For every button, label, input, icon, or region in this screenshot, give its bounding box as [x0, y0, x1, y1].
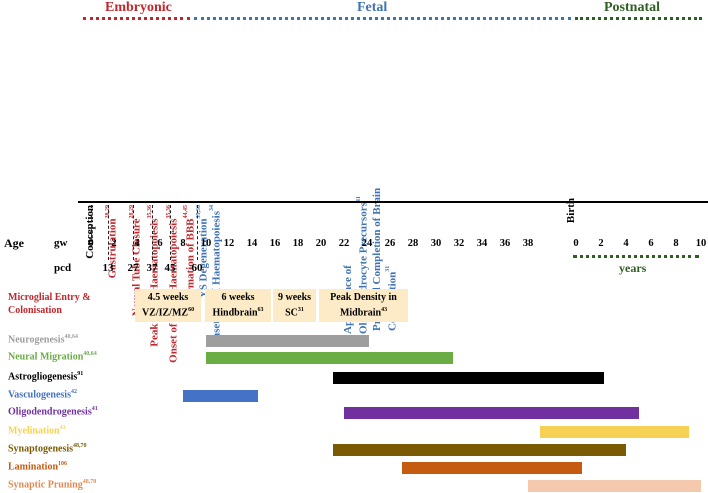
process-label: Neurogenesis40,64 — [8, 334, 78, 346]
year-tick: 8 — [673, 238, 679, 249]
gw-tick: 0 — [88, 238, 94, 249]
guide-peak-ys — [152, 205, 153, 260]
process-bar — [206, 335, 370, 347]
gw-tick: 4 — [134, 238, 140, 249]
process-bar — [332, 372, 604, 384]
guide-liver — [170, 205, 171, 260]
guide-bm — [197, 205, 198, 260]
gw-tick: 10 — [200, 238, 212, 249]
phase-embryonic-label: Embryonic — [105, 0, 172, 15]
guide-conception — [91, 205, 92, 237]
gw-tick: 32 — [453, 238, 465, 249]
microglia-label: Microglial Entry & Colonisation — [8, 292, 91, 316]
gw-tick: 26 — [384, 238, 396, 249]
pcd-value: 13 — [102, 262, 114, 274]
gw-tick: 20 — [315, 238, 327, 249]
gw-tick: 8 — [180, 238, 186, 249]
process-label: Oligodendrogenesis41 — [8, 406, 98, 418]
gw-tick: 6 — [157, 238, 163, 249]
year-tick: 0 — [573, 238, 579, 249]
process-label: Synaptogenesis48,70 — [8, 443, 87, 455]
process-bar — [528, 480, 701, 492]
pcd-value: 45 — [164, 262, 176, 274]
gw-tick: 24 — [361, 238, 373, 249]
process-bar — [344, 407, 639, 419]
microglia-box-sc: 9 weeks SC31 — [273, 289, 316, 322]
event-onset-bm-haematopoiesis: Onset of BM Haematopoiesis34 — [209, 205, 223, 348]
year-tick: 6 — [648, 238, 654, 249]
gw-tick: 36 — [499, 238, 511, 249]
phase-fetal-line — [194, 17, 571, 20]
phase-postnatal-line — [575, 17, 702, 20]
gw-tick: 28 — [407, 238, 419, 249]
pcd-value: 37 — [146, 262, 158, 274]
process-bar — [332, 444, 626, 456]
year-tick: 2 — [598, 238, 604, 249]
gw-tick: 18 — [292, 238, 304, 249]
phase-postnatal-label: Postnatal — [604, 0, 660, 15]
phase-embryonic-line — [83, 17, 190, 20]
gw-tick: 14 — [246, 238, 258, 249]
microglia-box-vz: 4.5 weeks VZ/IZ/MZ60 — [135, 289, 201, 322]
process-label: Astrogliogenesis91 — [8, 371, 84, 383]
process-bar — [539, 426, 689, 438]
pcd-value: 27 — [127, 262, 139, 274]
process-label: Myelination41 — [8, 425, 66, 437]
gw-tick: 38 — [522, 238, 534, 249]
timeline-axis — [78, 201, 708, 203]
gw-tick: 22 — [338, 238, 350, 249]
years-label: years — [619, 261, 647, 275]
gw-tick: 30 — [430, 238, 442, 249]
microglia-box-hindbrain: 6 weeks Hindbrain63 — [205, 289, 271, 322]
phase-fetal-label: Fetal — [357, 0, 388, 15]
microglia-box-midbrain: Peak Density in Midbrain43 — [319, 289, 408, 322]
process-label: Neural Migration40,64 — [8, 351, 97, 363]
years-line — [573, 255, 699, 258]
guide-neural-tube — [133, 205, 134, 260]
gw-tick: 16 — [269, 238, 281, 249]
year-tick: 4 — [623, 238, 629, 249]
gw-label: gw — [54, 237, 68, 249]
gw-tick: 12 — [223, 238, 235, 249]
guide-gastrulation — [108, 205, 109, 260]
process-label: Lamination106 — [8, 461, 68, 473]
pcd-value: 60 — [191, 262, 203, 274]
gw-tick: 34 — [476, 238, 488, 249]
process-label: Vasculogenesis42 — [8, 389, 77, 401]
process-bar — [183, 390, 258, 402]
gw-tick: 2 — [111, 238, 117, 249]
age-label: Age — [4, 236, 24, 250]
process-bar — [401, 462, 583, 474]
event-onset-liver-haematopoiesis: Onset of Liver Haematopoiesis35,36 — [166, 205, 180, 363]
process-bar — [206, 352, 454, 364]
pcd-label: pcd — [54, 262, 72, 274]
process-label: Synaptic Pruning48,70 — [8, 479, 97, 491]
year-tick: 10 — [695, 238, 707, 249]
